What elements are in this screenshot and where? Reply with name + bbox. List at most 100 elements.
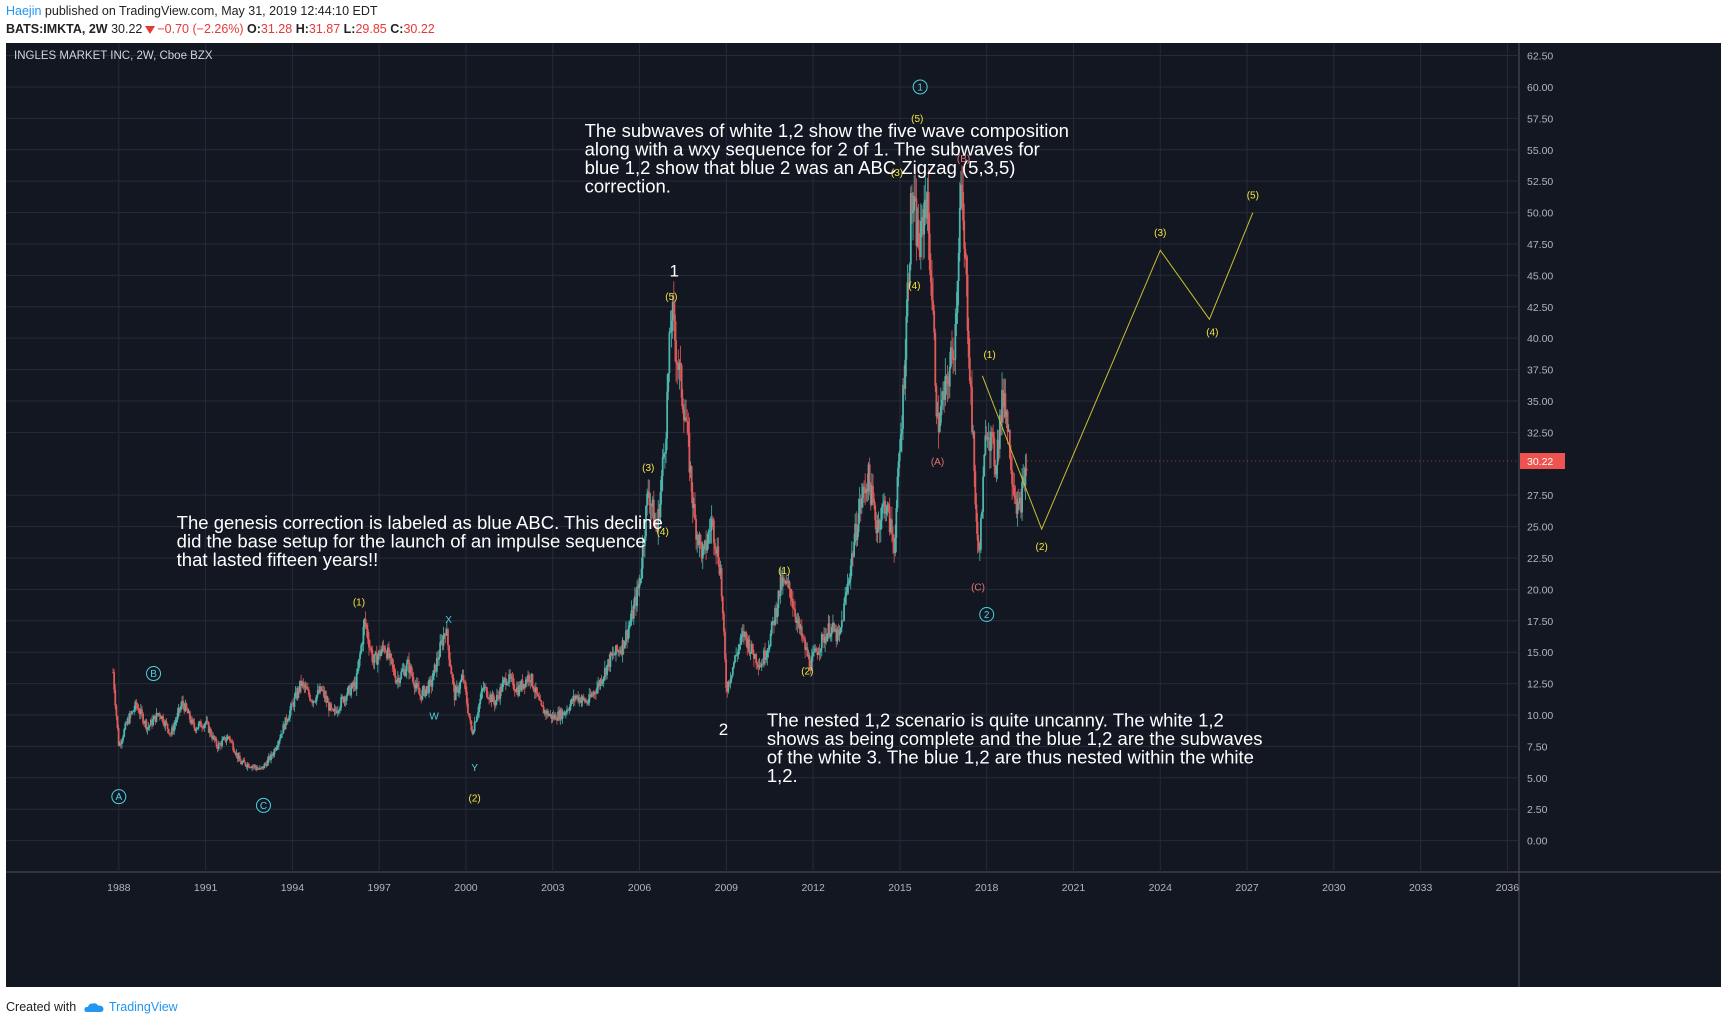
candle-body	[665, 438, 667, 454]
candle-body	[334, 708, 337, 711]
candle-body	[225, 739, 228, 742]
candle-body	[568, 709, 571, 711]
candle-body	[675, 340, 677, 363]
candle-body	[616, 645, 618, 651]
candle-body	[1005, 411, 1008, 417]
candle-body	[695, 519, 697, 540]
candle-body	[759, 665, 762, 668]
candle-body	[362, 626, 365, 645]
candle-body	[850, 553, 853, 566]
candle-body	[650, 504, 653, 507]
candle-body	[530, 673, 533, 683]
candle-body	[954, 324, 957, 360]
candle-body	[349, 685, 351, 696]
candle-body	[556, 719, 558, 721]
candle-body	[958, 207, 961, 253]
candle-body	[996, 439, 999, 465]
candle-body	[825, 636, 828, 642]
candle-body	[1018, 497, 1021, 504]
candle-body	[319, 686, 321, 693]
candle-body	[664, 453, 666, 455]
candle-body	[389, 653, 391, 659]
candle-body	[281, 733, 284, 735]
candle-body	[845, 592, 848, 597]
candle-body	[295, 691, 298, 699]
candle-body	[474, 721, 477, 723]
candle-body	[342, 696, 345, 703]
candle-body	[487, 697, 489, 699]
candle-body	[1001, 389, 1003, 423]
candle-body	[886, 504, 889, 512]
candle-body	[270, 753, 272, 760]
candle-body	[143, 723, 146, 724]
wave-circle	[979, 607, 995, 623]
tradingview-link[interactable]: TradingView	[108, 1000, 178, 1014]
chart-frame[interactable]: 62.50 60.00 57.50 55.00 52.50 50.00 47.50 45.00…	[6, 43, 1721, 987]
candle-body	[633, 596, 636, 605]
candle-body	[475, 716, 478, 722]
price-chart[interactable]: 62.50 60.00 57.50 55.00 52.50 50.00 47.50 45.00…	[6, 43, 1721, 987]
candle-body	[689, 466, 692, 473]
candle-body	[152, 719, 154, 726]
candle-body	[729, 678, 732, 684]
candle-body	[181, 700, 183, 707]
author-link[interactable]: Haejin	[6, 4, 42, 18]
wave-circle	[146, 666, 162, 682]
candle-body	[289, 710, 291, 718]
candle-body	[272, 754, 275, 756]
candle-body	[643, 536, 646, 546]
candle-body	[785, 580, 788, 584]
candle-body	[765, 656, 768, 660]
candle-body	[601, 680, 604, 684]
candle-body	[868, 464, 871, 485]
candle-body	[174, 722, 177, 725]
candle-body	[854, 523, 857, 543]
y-tick-label: 60.00	[1527, 82, 1553, 94]
candle-body	[579, 697, 582, 703]
candle-body	[932, 300, 934, 311]
candle-body	[193, 722, 196, 729]
candle-body	[112, 672, 114, 674]
candle-body	[914, 196, 917, 199]
candle-body	[791, 601, 794, 608]
candle-body	[824, 636, 827, 644]
candle-body	[313, 700, 316, 702]
candle-body	[194, 728, 197, 731]
candle-body	[622, 640, 625, 649]
candle-body	[942, 390, 944, 400]
candle-body	[916, 219, 919, 246]
candle-body	[322, 690, 325, 691]
candle-body	[874, 505, 877, 521]
candle-body	[204, 722, 207, 725]
wave-label: 1	[917, 82, 923, 93]
candle-body	[998, 414, 1001, 450]
candle-body	[522, 684, 525, 689]
candle-body	[784, 580, 786, 584]
candle-body	[816, 651, 819, 655]
candle-body	[227, 736, 230, 738]
candle-body	[572, 695, 575, 702]
candle-body	[551, 715, 554, 719]
candle-body	[805, 647, 808, 650]
candle-body	[864, 488, 867, 494]
candle-body	[365, 624, 368, 630]
candle-body	[676, 362, 679, 366]
x-tick-label: 1994	[281, 882, 305, 894]
candle-body	[364, 619, 367, 625]
candle-body	[883, 500, 886, 504]
candle-body	[796, 620, 799, 624]
candle-body	[141, 709, 143, 714]
candle-body	[570, 699, 573, 704]
candle-body	[448, 645, 450, 660]
candle-body	[392, 665, 395, 669]
candle-body	[896, 476, 899, 508]
candle-body	[1023, 476, 1026, 486]
candle-body	[468, 713, 470, 717]
candle-body	[705, 540, 707, 551]
candle-body	[598, 682, 601, 686]
y-tick-label: 25.00	[1527, 522, 1553, 534]
candle-body	[520, 680, 523, 690]
candle-body	[309, 694, 311, 701]
candle-body	[658, 508, 661, 518]
annotation-text: that lasted fifteen years!!	[177, 549, 379, 570]
